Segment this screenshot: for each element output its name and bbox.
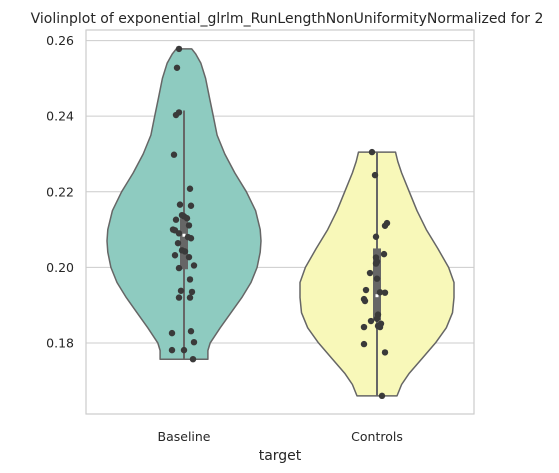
data-point (186, 185, 194, 192)
data-point (368, 148, 376, 156)
data-point (362, 286, 370, 294)
data-point (186, 294, 194, 301)
data-point (172, 216, 180, 223)
data-point (171, 252, 179, 259)
data-point (380, 250, 388, 258)
data-point (188, 288, 196, 296)
data-points (168, 45, 391, 400)
iqr-box-baseline (180, 218, 188, 270)
data-point (381, 289, 389, 296)
data-point (360, 340, 368, 348)
data-point (183, 215, 191, 222)
data-point (372, 260, 380, 267)
data-point (373, 315, 381, 322)
y-tick-label: 0.26 (46, 33, 74, 48)
data-point (175, 294, 183, 301)
data-point (170, 151, 178, 158)
data-point (168, 346, 176, 354)
data-point (371, 171, 379, 179)
data-point (367, 317, 375, 325)
x-tick-labels: Baseline Controls (158, 429, 403, 444)
data-point (175, 45, 183, 53)
data-point (187, 235, 195, 242)
data-point (190, 262, 198, 269)
data-point (189, 355, 197, 363)
data-point (174, 239, 182, 247)
data-point (180, 346, 188, 354)
data-point (168, 329, 176, 337)
data-point (172, 111, 180, 119)
data-point (378, 392, 386, 400)
data-point (185, 222, 193, 229)
x-tick-label: Baseline (158, 429, 211, 444)
violins (106, 48, 455, 397)
data-point (181, 248, 189, 255)
data-point (373, 275, 381, 282)
data-point (187, 202, 195, 209)
y-tick-label: 0.20 (46, 260, 74, 275)
data-point (366, 269, 374, 277)
y-tick-label: 0.22 (46, 184, 74, 199)
y-tick-label: 0.18 (46, 335, 74, 350)
data-point (176, 201, 184, 208)
median-marker-baseline (182, 233, 186, 237)
median-marker-controls (375, 294, 379, 298)
y-tick-label: 0.24 (46, 109, 74, 124)
data-point (361, 297, 369, 305)
data-point (187, 328, 195, 335)
plot-frame (85, 29, 475, 415)
data-point (374, 322, 382, 330)
x-axis-label: target (259, 448, 302, 464)
chart-title: Violinplot of exponential_glrlm_RunLengt… (31, 11, 544, 27)
data-point (381, 349, 389, 356)
x-tick-label: Controls (351, 429, 403, 444)
data-point (185, 253, 193, 261)
data-point (173, 64, 181, 71)
data-point (186, 276, 194, 283)
data-point (175, 230, 183, 237)
data-point (372, 233, 380, 240)
data-point (190, 338, 198, 346)
data-point (376, 289, 384, 296)
iqr-box-controls (373, 248, 381, 321)
y-tick-labels: 0.18 0.20 0.22 0.24 0.26 (46, 33, 74, 350)
data-point (360, 323, 368, 331)
data-point (381, 222, 389, 229)
data-point (175, 264, 183, 272)
data-point (177, 287, 185, 294)
